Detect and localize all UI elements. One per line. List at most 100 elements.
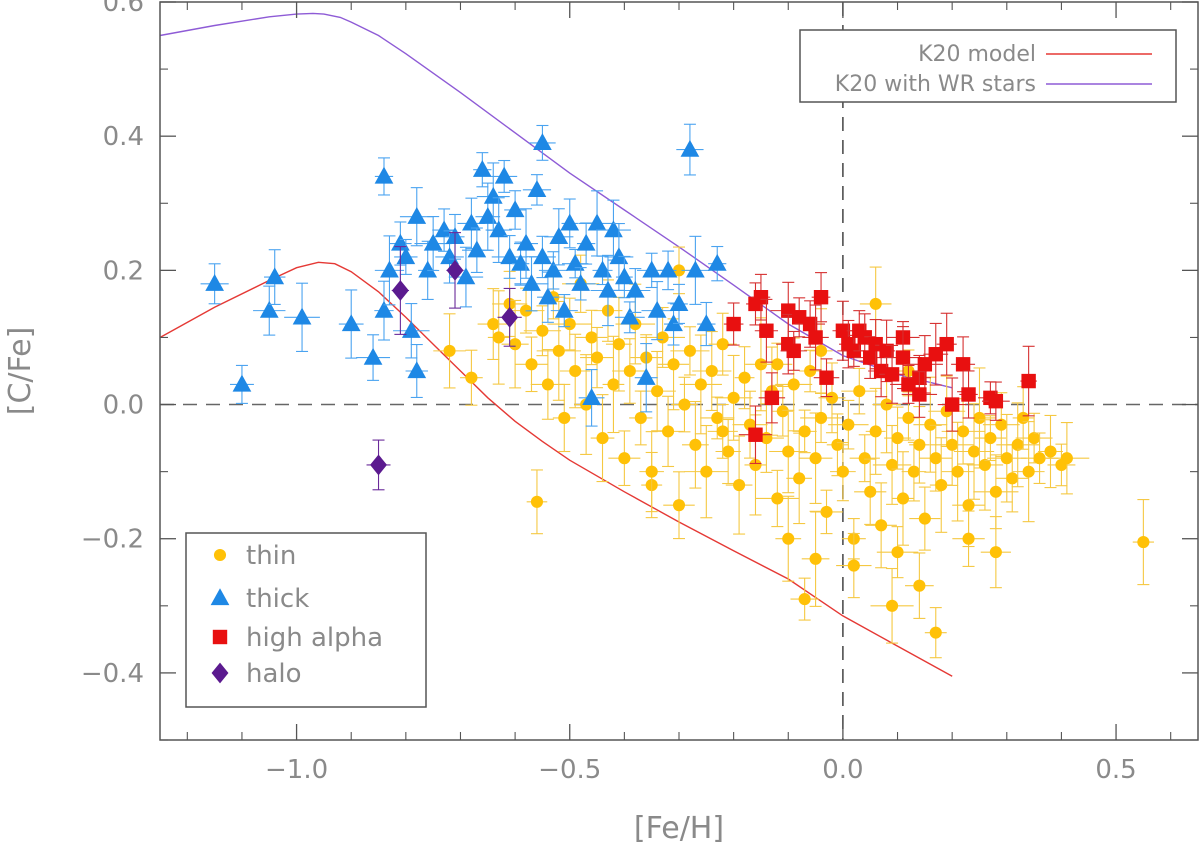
point-thin — [787, 378, 800, 391]
point-thick — [527, 180, 547, 198]
point-thin — [989, 546, 1002, 559]
legend-marker-high-alpha — [212, 629, 228, 645]
point-halo — [391, 280, 409, 301]
point-thin — [563, 317, 576, 331]
point-thin — [716, 338, 729, 351]
point-thick — [292, 307, 312, 325]
point-thin — [536, 324, 549, 337]
point-high-alpha — [726, 316, 741, 332]
point-thin — [962, 532, 975, 545]
point-high-alpha — [917, 357, 933, 372]
point-thin — [771, 492, 784, 505]
point-thin — [612, 338, 625, 351]
point-thick — [265, 267, 285, 285]
x-tick-label: −0.5 — [538, 755, 601, 785]
point-thin — [705, 364, 718, 378]
point-thin — [509, 338, 522, 351]
point-thick — [205, 274, 224, 291]
point-thin — [530, 495, 544, 508]
point-thin — [623, 364, 636, 378]
y-tick-label: 0.0 — [103, 391, 144, 421]
point-thin — [596, 432, 609, 445]
population-legend-box — [185, 532, 427, 708]
point-thin — [749, 458, 762, 471]
x-axis-label: [Fe/H] — [634, 811, 724, 846]
point-thin — [820, 505, 833, 518]
point-thin — [667, 358, 680, 371]
point-thick — [664, 314, 683, 332]
point-thin — [798, 593, 811, 606]
point-thin — [1006, 472, 1019, 485]
point-high-alpha — [961, 387, 976, 402]
point-thick — [636, 367, 656, 385]
point-thin — [913, 438, 926, 451]
point-thin — [711, 411, 724, 425]
point-thick — [604, 220, 623, 238]
point-high-alpha — [819, 370, 834, 385]
point-thick — [440, 247, 459, 265]
point-thin — [727, 391, 740, 404]
point-thin — [869, 297, 882, 310]
y-tick-label: 0.2 — [103, 256, 144, 286]
legend-label-k20-wr: K20 with WR stars — [835, 72, 1036, 97]
legend-label-high-alpha: high alpha — [246, 623, 383, 653]
y-tick-label: 0.4 — [103, 122, 144, 152]
point-thick — [593, 260, 612, 278]
point-thin — [1033, 452, 1046, 465]
point-thick — [598, 280, 618, 298]
legend-marker-shape — [212, 629, 228, 645]
point-thin — [782, 532, 795, 545]
point-thin — [465, 371, 478, 384]
point-thick — [560, 213, 580, 231]
point-thick — [401, 320, 421, 338]
point-thick — [576, 233, 596, 251]
model-curve-k20-with-wr-stars — [159, 12, 953, 389]
point-thin — [793, 472, 806, 485]
point-thin — [880, 398, 893, 411]
x-tick-label: 0.0 — [822, 755, 863, 785]
point-thick — [363, 347, 383, 365]
point-thick — [707, 253, 727, 271]
point-thin — [929, 452, 942, 465]
point-thick — [434, 220, 454, 238]
point-thin — [689, 438, 702, 451]
point-thick — [259, 300, 279, 318]
point-thick — [423, 233, 443, 251]
point-thin — [836, 465, 849, 478]
point-thin — [541, 378, 554, 391]
point-thin — [1060, 452, 1073, 465]
point-thick — [494, 166, 514, 184]
model-legend: K20 model K20 with WR stars — [799, 29, 1177, 103]
point-thick — [642, 260, 662, 278]
point-thin — [1017, 411, 1030, 425]
point-thick — [565, 253, 585, 271]
point-thick — [472, 159, 492, 177]
point-high-alpha — [928, 347, 943, 362]
point-thick — [232, 374, 252, 392]
series-high-alpha — [723, 272, 1037, 465]
series-halo — [366, 232, 522, 491]
data-points — [200, 123, 1154, 659]
point-thick — [615, 267, 634, 285]
point-thin — [672, 264, 686, 277]
point-thick — [516, 233, 536, 251]
point-thin — [634, 411, 647, 425]
point-thin — [967, 445, 981, 458]
point-thin — [487, 317, 500, 331]
point-thin — [804, 364, 817, 378]
point-thin — [864, 485, 877, 498]
legend-label-thick: thick — [246, 584, 309, 614]
point-thin — [847, 559, 860, 572]
point-thin — [1000, 452, 1013, 465]
point-thin — [651, 385, 664, 398]
point-thick — [696, 314, 716, 332]
point-thick — [374, 300, 394, 318]
point-thick — [533, 133, 552, 151]
point-thin — [1044, 445, 1057, 458]
point-thin — [902, 411, 915, 425]
point-thin — [798, 425, 811, 438]
point-thin — [1028, 432, 1041, 445]
point-thin — [891, 546, 904, 559]
point-thick — [478, 206, 498, 224]
point-high-alpha — [988, 393, 1004, 409]
